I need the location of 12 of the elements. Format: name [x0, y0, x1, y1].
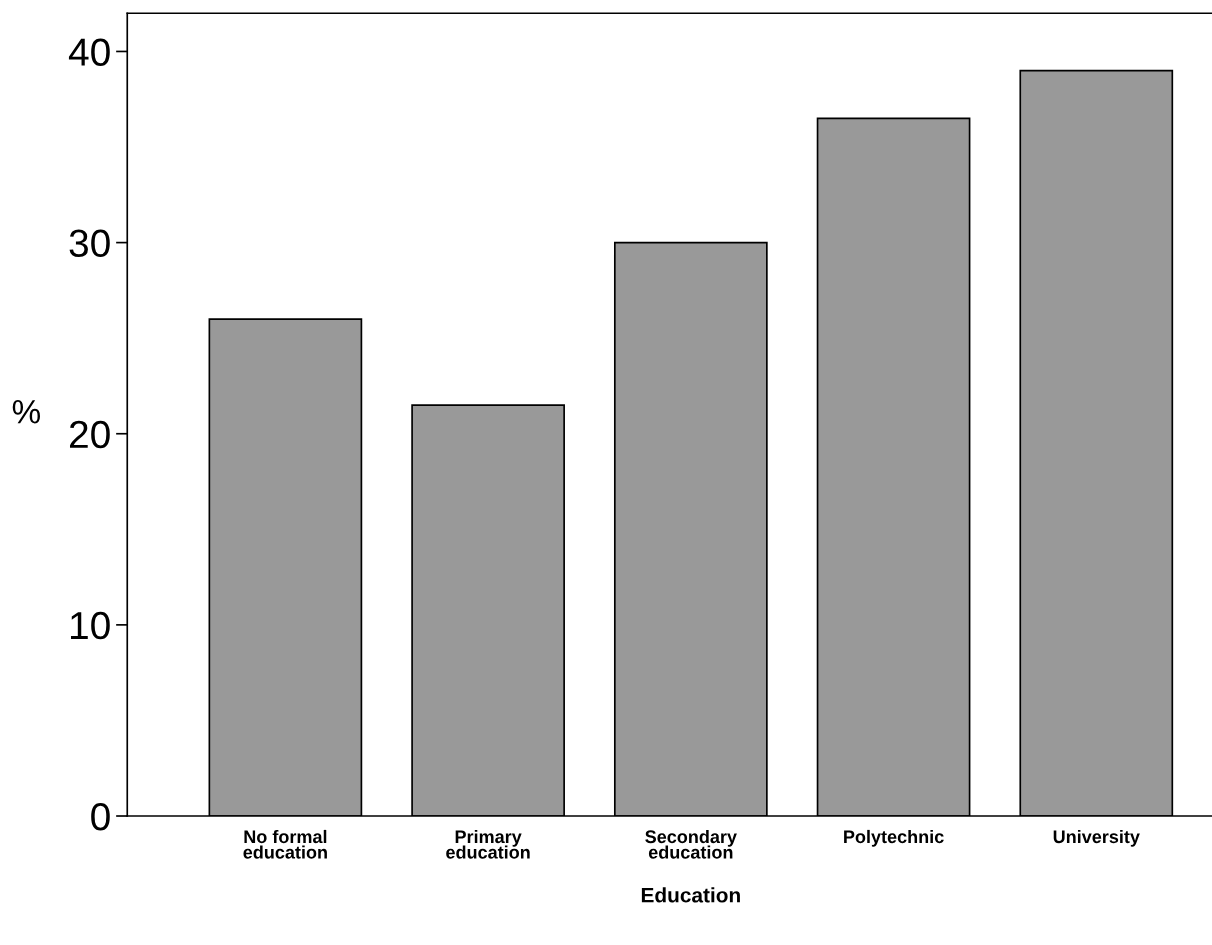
y-tick-label: 30 — [69, 229, 110, 258]
y-tick-label: 20 — [69, 420, 110, 449]
x-axis-title: Education — [641, 887, 740, 903]
x-tick-label: Polytechnic — [844, 829, 944, 847]
x-tick-label: Secondary education — [645, 829, 737, 859]
y-axis-title: % — [12, 400, 40, 424]
y-tick-label: 40 — [68, 38, 110, 66]
y-tick-label: 10 — [71, 611, 110, 640]
y-tick-label: 0 — [91, 802, 110, 831]
x-tick-label: University — [1053, 829, 1140, 847]
x-tick-label: Primary education — [446, 829, 530, 859]
x-tick-label: No formal education — [243, 829, 327, 859]
